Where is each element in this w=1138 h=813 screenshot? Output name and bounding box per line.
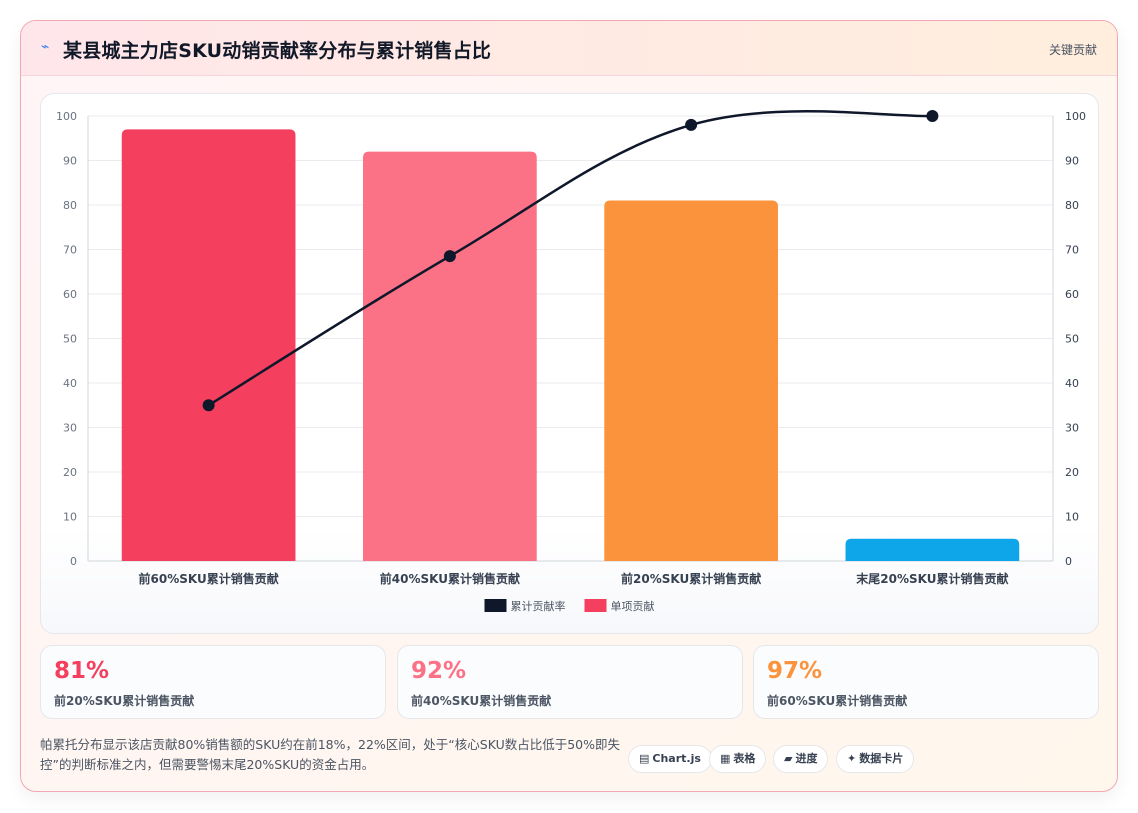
y-tick-label-right: 20 bbox=[1065, 466, 1079, 479]
y-tick-label-left: 60 bbox=[63, 288, 77, 301]
page-title: 某县城主力店SKU动销贡献率分布与累计销售占比 bbox=[63, 40, 492, 62]
legend-label: 单项贡献 bbox=[611, 599, 655, 613]
y-tick-label-left: 80 bbox=[63, 199, 77, 212]
y-tick-label-right: 80 bbox=[1065, 199, 1079, 212]
bar bbox=[121, 129, 296, 561]
y-tick-label-right: 100 bbox=[1065, 110, 1086, 123]
x-tick-label: 前20%SKU累计销售贡献 bbox=[621, 571, 761, 586]
kpi-value: 92% bbox=[411, 658, 467, 684]
y-tick-label-left: 10 bbox=[63, 511, 77, 524]
chip-table[interactable]: ▦ 表格 bbox=[709, 745, 767, 773]
y-tick-label-right: 30 bbox=[1065, 422, 1079, 435]
chip-chartjs[interactable]: ▤ Chart.js bbox=[628, 745, 712, 773]
card-header: ⌁ 某县城主力店SKU动销贡献率分布与累计销售占比 关键贡献 bbox=[21, 21, 1117, 76]
y-tick-label-right: 10 bbox=[1065, 511, 1079, 524]
kpi-card-top60: 97% 前60%SKU累计销售贡献 bbox=[753, 645, 1099, 719]
kpi-label: 前60%SKU累计销售贡献 bbox=[767, 694, 908, 708]
chip-label: 数据卡片 bbox=[859, 752, 904, 765]
bar bbox=[363, 151, 537, 561]
chip-progress[interactable]: ▰ 进度 bbox=[773, 745, 829, 773]
table-icon: ▦ bbox=[720, 752, 731, 765]
legend-label: 累计贡献率 bbox=[511, 599, 566, 613]
cumulative-line bbox=[207, 110, 933, 407]
bar bbox=[845, 538, 1020, 561]
pareto-chart: 0 10 20 30 40 50 60 70 80 90 100 0 10 20 30 40 50 60 70 80 9… bbox=[56, 110, 1086, 613]
y-tick-label-right: 50 bbox=[1065, 333, 1079, 346]
y-tick-label-right: 40 bbox=[1065, 377, 1079, 390]
y-tick-label-left: 20 bbox=[63, 466, 77, 479]
wave-icon: ⌁ bbox=[41, 39, 50, 55]
y-tick-label-left: 40 bbox=[63, 377, 77, 390]
y-tick-label-left: 90 bbox=[63, 155, 77, 168]
kpi-card-top20: 81% 前20%SKU累计销售贡献 bbox=[40, 645, 386, 719]
y-tick-label-right: 70 bbox=[1065, 244, 1079, 257]
x-tick-label: 前40%SKU累计销售贡献 bbox=[380, 571, 520, 586]
y-tick-label-left: 70 bbox=[63, 244, 77, 257]
y-tick-label-right: 60 bbox=[1065, 288, 1079, 301]
progress-icon: ▰ bbox=[784, 752, 793, 765]
y-tick-label-left: 30 bbox=[63, 422, 77, 435]
y-tick-label-left: 50 bbox=[63, 333, 77, 346]
y-tick-label-right: 0 bbox=[1065, 555, 1072, 568]
y-tick-label-left: 100 bbox=[56, 110, 77, 123]
sparkle-icon: ✦ bbox=[847, 752, 857, 765]
x-tick-label: 末尾20%SKU累计销售贡献 bbox=[856, 571, 1008, 586]
key-contribution-tag[interactable]: 关键贡献 bbox=[1048, 43, 1097, 57]
kpi-card-top40: 92% 前40%SKU累计销售贡献 bbox=[397, 645, 743, 719]
chart-icon: ▤ bbox=[639, 752, 650, 765]
line-point bbox=[685, 118, 698, 131]
kpi-value: 81% bbox=[54, 658, 110, 684]
y-tick-label-left: 0 bbox=[70, 555, 77, 568]
chart-panel: 0 10 20 30 40 50 60 70 80 90 100 0 10 20 30 40 50 60 70 80 9… bbox=[40, 93, 1099, 634]
x-tick-label: 前60%SKU累计销售贡献 bbox=[139, 571, 279, 586]
kpi-label: 前40%SKU累计销售贡献 bbox=[411, 694, 552, 708]
line-point bbox=[926, 110, 939, 122]
legend-swatch bbox=[584, 599, 607, 612]
line-point bbox=[202, 399, 215, 412]
y-tick-label-right: 90 bbox=[1065, 155, 1079, 168]
chip-label: 表格 bbox=[733, 752, 756, 765]
legend-swatch bbox=[484, 599, 507, 612]
bar bbox=[604, 200, 778, 562]
chip-label: 进度 bbox=[795, 752, 818, 765]
report-card: ⌁ 某县城主力店SKU动销贡献率分布与累计销售占比 关键贡献 0 10 20 30 40… bbox=[20, 20, 1118, 792]
kpi-value: 97% bbox=[767, 658, 823, 684]
chip-label: Chart.js bbox=[652, 752, 701, 765]
chip-data-card[interactable]: ✦ 数据卡片 bbox=[836, 745, 915, 773]
kpi-label: 前20%SKU累计销售贡献 bbox=[54, 694, 195, 708]
line-point bbox=[443, 250, 456, 263]
summary-text: 帕累托分布显示该店贡献80%销售额的SKU约在前18%，22%区间，处于“核心S… bbox=[40, 737, 621, 772]
